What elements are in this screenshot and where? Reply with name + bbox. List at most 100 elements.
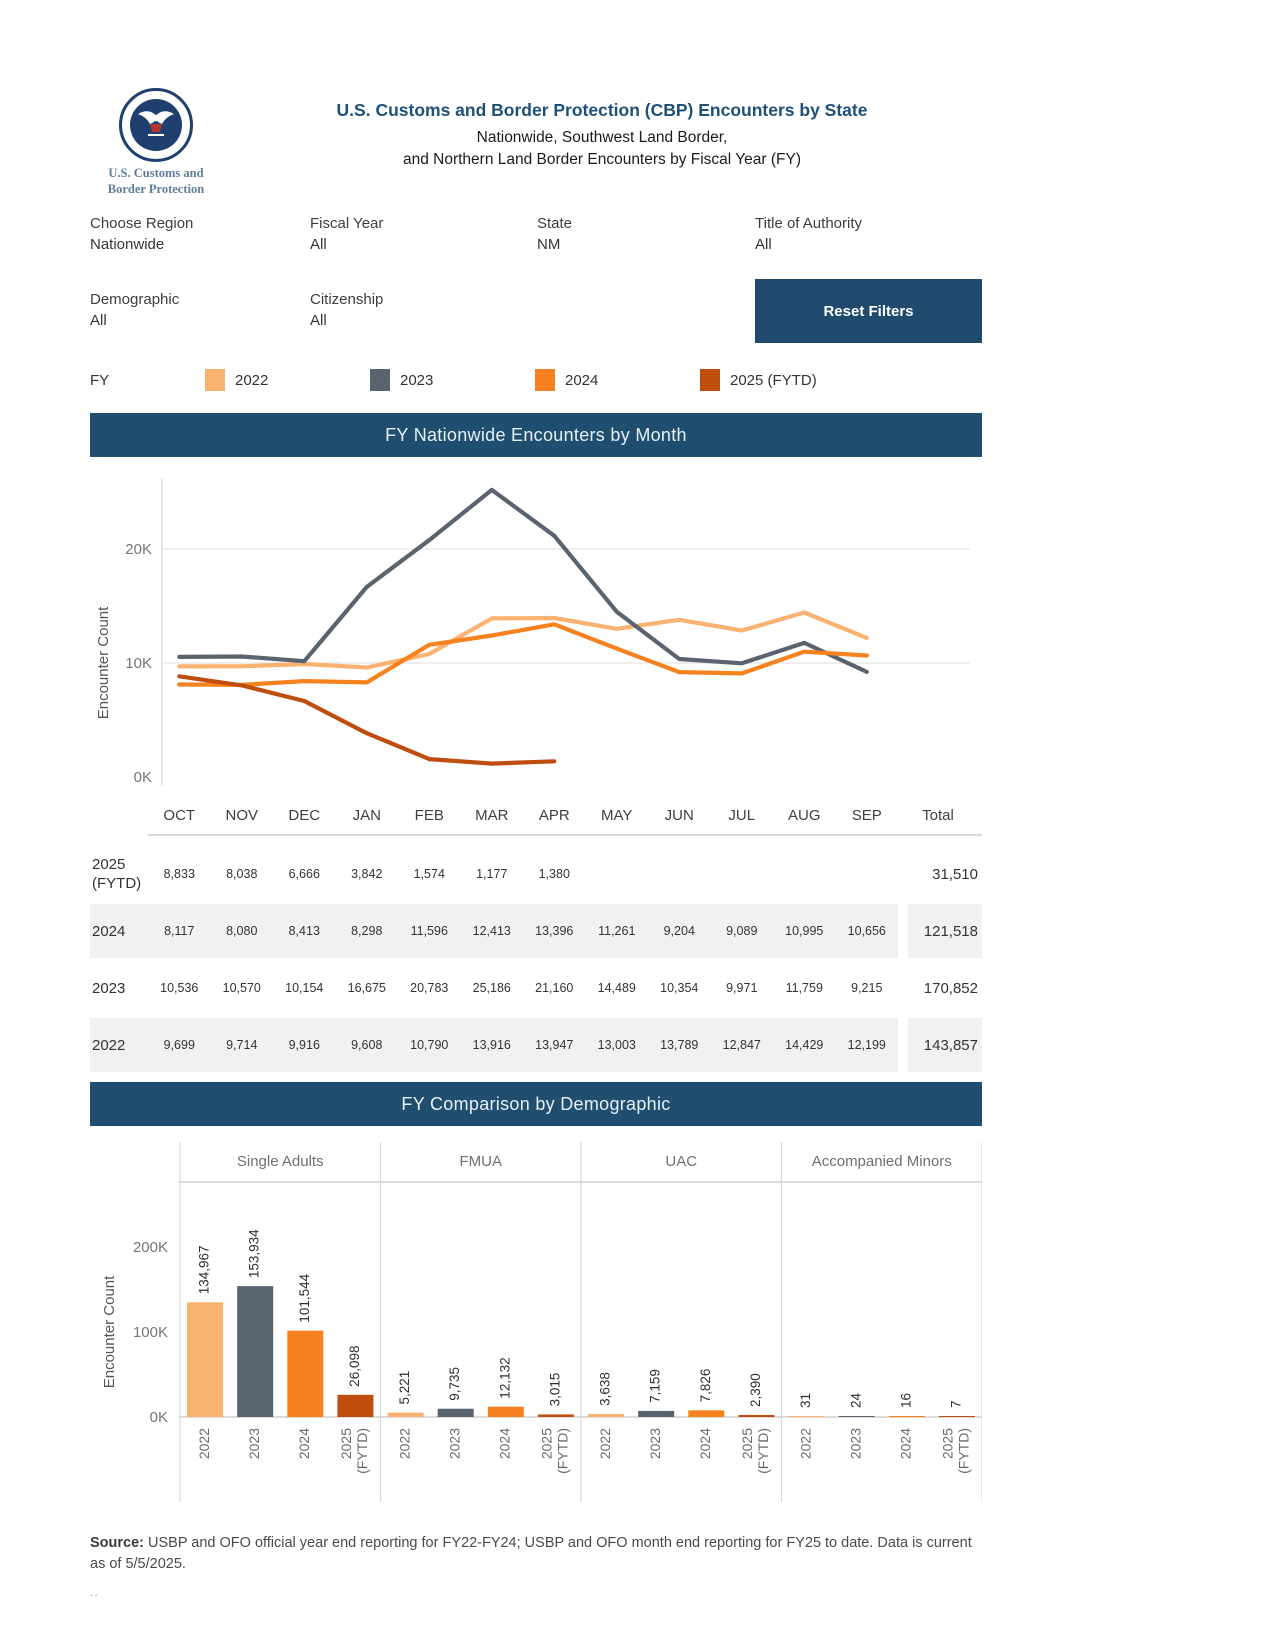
table-cell: [836, 847, 899, 901]
bar-x-label: 2023: [446, 1428, 462, 1459]
table-cell: 9,608: [335, 1018, 398, 1073]
filter-state: State NM: [537, 215, 755, 253]
bar-x-label: 2022: [396, 1428, 412, 1459]
reset-filters-button[interactable]: Reset Filters: [755, 279, 982, 344]
monthly-encounters-table: OCT NOV DEC JAN FEB MAR APR MAY JUN JUL AUG SEP Tota…: [90, 804, 982, 1073]
monthly-encounters-line-chart: 0K 10K 20K Encounter Count: [90, 465, 982, 802]
table-cell: 13,947: [523, 1018, 586, 1073]
table-cell: [586, 847, 649, 901]
table-cell: 12,413: [460, 904, 523, 959]
month-header: AUG: [773, 804, 836, 837]
svg-text:2025: 2025: [539, 1428, 555, 1459]
filter-citizenship: Citizenship All: [310, 291, 537, 343]
fy-legend: FY 2022 2023 2024 2025 (FYTD): [90, 369, 982, 392]
line-chart-svg: 0K 10K 20K Encounter Count: [95, 479, 970, 786]
source-label: Source:: [90, 1535, 144, 1552]
legend-item-2025: 2025 (FYTD): [700, 369, 865, 392]
filter-choose-region-value[interactable]: Nationwide: [90, 236, 165, 254]
table-cell: 9,089: [710, 904, 773, 959]
legend-swatch-2022: [205, 369, 225, 392]
svg-text:100K: 100K: [133, 1324, 168, 1341]
bar-group-header: UAC: [665, 1153, 697, 1170]
legend-item-2022: 2022: [205, 369, 370, 392]
table-header-row: OCT NOV DEC JAN FEB MAR APR MAY JUN JUL AUG SEP Tota…: [90, 804, 982, 844]
table-cell: 8,038: [226, 867, 258, 882]
row-total: 143,857: [898, 1018, 982, 1073]
table-cell: 13,789: [648, 1018, 711, 1073]
filter-state-value[interactable]: NM: [537, 236, 561, 254]
table-cell: 8,298: [335, 904, 398, 959]
bar-value-label: 16: [898, 1393, 913, 1408]
table-row-2022: 2022 9,699 9,714 9,916 9,608 10,790 13,916 13,9…: [90, 1018, 982, 1073]
table-cell: 12,847: [710, 1018, 773, 1073]
bar-value-label: 3,638: [598, 1372, 613, 1406]
bar-fmua-2025-fytd-: [537, 1414, 574, 1418]
table-cell: 1,177: [476, 867, 508, 882]
line-chart-ylabel: Encounter Count: [95, 606, 112, 719]
bar-single-adults-2025-fytd-: [337, 1395, 374, 1418]
filter-fiscal-year: Fiscal Year All: [310, 215, 537, 253]
table-cell: 14,429: [773, 1018, 836, 1073]
svg-text:20K: 20K: [125, 541, 152, 558]
bar-value-label: 31: [798, 1393, 813, 1408]
source-text: USBP and OFO official year end reporting…: [90, 1535, 972, 1573]
table-cell: 8,833: [163, 867, 195, 882]
month-header: JUN: [648, 804, 711, 837]
filter-choose-region: Choose Region Nationwide: [90, 215, 310, 253]
bar-uac-2023: [638, 1411, 675, 1418]
line-series-2023: [177, 488, 869, 675]
filter-fiscal-year-value[interactable]: All: [310, 236, 327, 254]
bar-fmua-2022: [387, 1412, 424, 1418]
table-cell: 10,536: [160, 981, 199, 996]
table-cell: 14,489: [597, 981, 636, 996]
bar-x-label: 2022: [196, 1428, 212, 1459]
svg-text:2025: 2025: [338, 1428, 354, 1459]
total-header: Total: [898, 804, 982, 837]
bar-value-label: 5,221: [397, 1371, 412, 1405]
bar-accompanied-minors-2024: [888, 1416, 925, 1418]
table-cell: 9,215: [851, 981, 883, 996]
line-series-2022: [177, 610, 869, 670]
line-series-2025-fytd-: [177, 674, 557, 766]
bar-chart-title: FY Comparison by Demographic: [401, 1093, 671, 1114]
bar-x-label: 2023: [647, 1428, 663, 1459]
row-total: 170,852: [923, 979, 978, 997]
table-cell: 10,354: [660, 981, 699, 996]
bar-fmua-2023: [437, 1408, 474, 1418]
bar-value-label: 134,967: [197, 1246, 212, 1295]
bar-x-label: 2023: [246, 1428, 262, 1459]
svg-text:0K: 0K: [150, 1409, 168, 1426]
legend-item-2023: 2023: [370, 369, 535, 392]
bar-group-header: Single Adults: [237, 1153, 324, 1170]
table-cell: 10,656: [835, 904, 898, 959]
bar-accompanied-minors-2022: [788, 1416, 825, 1418]
legend-swatch-2025: [700, 369, 720, 392]
table-cell: 20,783: [410, 981, 449, 996]
filter-demographic-value[interactable]: All: [90, 312, 107, 330]
bar-accompanied-minors-2025-fytd-: [938, 1416, 975, 1418]
row-label: 2024: [90, 904, 148, 959]
month-header: FEB: [398, 804, 461, 837]
demographic-comparison-bar-chart: Single Adults FMUA UAC Accompanied Minors 0K…: [90, 1134, 983, 1519]
bar-single-adults-2023: [237, 1286, 274, 1418]
month-header: MAR: [460, 804, 523, 837]
svg-text:(FYTD): (FYTD): [755, 1428, 771, 1474]
filter-label: Demographic: [90, 291, 180, 309]
table-cell: [711, 847, 774, 901]
bar-group-header: Accompanied Minors: [812, 1153, 952, 1170]
line-series-2024: [177, 622, 869, 688]
table-cell: 11,596: [398, 904, 461, 959]
table-cell: 10,154: [285, 981, 324, 996]
footnote-dots: ..: [90, 1585, 99, 1600]
cbp-logo: U.S. Customs and Border Protection: [90, 86, 222, 197]
filter-citizenship-value[interactable]: All: [310, 312, 327, 330]
filter-title-of-authority-value[interactable]: All: [755, 236, 772, 254]
month-header: SEP: [835, 804, 898, 837]
bar-value-label: 9,735: [447, 1367, 462, 1401]
bar-value-label: 7,159: [648, 1369, 663, 1403]
table-cell: 10,570: [222, 981, 261, 996]
bar-x-label: 2022: [597, 1428, 613, 1459]
filter-bar: Choose Region Nationwide Fiscal Year All…: [90, 215, 982, 344]
filter-title-of-authority: Title of Authority All: [755, 215, 982, 253]
